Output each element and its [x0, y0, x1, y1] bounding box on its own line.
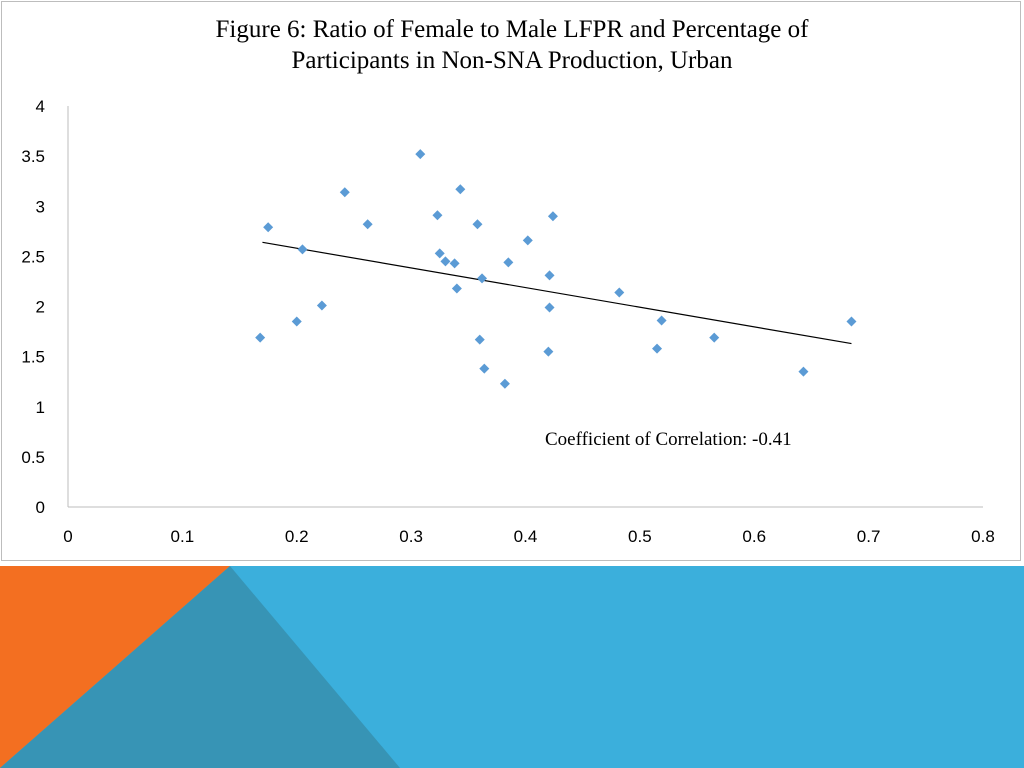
data-point [451, 283, 462, 294]
x-tick-label: 0.1 [171, 527, 195, 546]
data-point [543, 346, 554, 357]
data-point [477, 273, 488, 284]
x-tick-label: 0.7 [857, 527, 881, 546]
data-point [449, 258, 460, 269]
y-tick-label: 2 [36, 298, 45, 317]
decorative-teal-shape [0, 566, 400, 768]
data-point [479, 363, 490, 374]
y-tick-label: 1 [36, 398, 45, 417]
data-point [547, 211, 558, 222]
data-point [472, 219, 483, 230]
y-tick-label: 0.5 [21, 448, 45, 467]
data-points [255, 149, 857, 389]
chart-title-line-2: Participants in Non-SNA Production, Urba… [291, 47, 733, 74]
data-point [415, 149, 426, 160]
data-point [652, 343, 663, 354]
data-point [291, 316, 302, 327]
y-tick-label: 3.5 [21, 147, 45, 166]
data-point [522, 235, 533, 246]
x-tick-label: 0.5 [628, 527, 652, 546]
data-point [798, 366, 809, 377]
correlation-annotation: Coefficient of Correlation: -0.41 [545, 429, 792, 450]
data-point [297, 244, 308, 255]
x-tick-label: 0.4 [514, 527, 538, 546]
data-point [709, 332, 720, 343]
data-point [362, 219, 373, 230]
slide-content-area: Figure 6: Ratio of Female to Male LFPR a… [0, 1, 1024, 561]
x-tick-label: 0.6 [742, 527, 766, 546]
data-point [434, 248, 445, 259]
decorative-band [0, 566, 1024, 768]
data-point [316, 300, 327, 311]
data-point [432, 210, 443, 221]
data-point [474, 334, 485, 345]
data-point [503, 257, 514, 268]
data-point [846, 316, 857, 327]
chart-frame [1, 1, 1021, 561]
data-point [440, 256, 451, 267]
scatter-plot: 0 0.5 1 1.5 2 2.5 3 3.5 4 0 0.1 0.2 0.3 0.4 0.5 0.6 0.7… [21, 97, 995, 546]
data-point [499, 378, 510, 389]
data-point [614, 287, 625, 298]
y-axis-ticks: 0 0.5 1 1.5 2 2.5 3 3.5 4 [21, 97, 45, 517]
y-tick-label: 3 [36, 197, 45, 216]
x-axis-ticks: 0 0.1 0.2 0.3 0.4 0.5 0.6 0.7 0.8 [63, 527, 995, 546]
x-tick-label: 0.3 [399, 527, 423, 546]
y-tick-label: 1.5 [21, 348, 45, 367]
data-point [263, 222, 274, 233]
y-tick-label: 4 [36, 97, 45, 116]
data-point [544, 302, 555, 313]
data-point [544, 270, 555, 281]
y-tick-label: 2.5 [21, 247, 45, 266]
data-point [455, 184, 466, 195]
chart-title-line-1: Figure 6: Ratio of Female to Male LFPR a… [215, 16, 809, 43]
x-tick-label: 0.2 [285, 527, 309, 546]
x-tick-label: 0.8 [971, 527, 995, 546]
data-point [255, 332, 266, 343]
trend-line [262, 241, 852, 345]
data-point [339, 187, 350, 198]
data-point [656, 315, 667, 326]
y-tick-label: 0 [36, 498, 45, 517]
chart-title: Figure 6: Ratio of Female to Male LFPR a… [0, 14, 1024, 76]
x-tick-label: 0 [63, 527, 72, 546]
